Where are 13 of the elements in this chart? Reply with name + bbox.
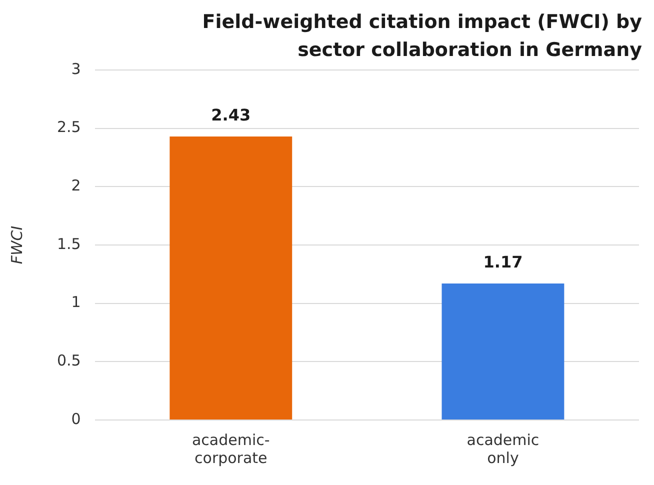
y-tick-label: 2 [71,176,81,195]
y-tick-label: 0 [71,410,81,428]
y-tick-label: 1 [71,293,81,312]
y-tick-label: 0.5 [56,352,81,370]
y-axis-title: FWCI [8,225,26,264]
data-label: 2.43 [211,106,251,125]
chart-title: Field-weighted citation impact (FWCI) by sector collaboration in Germany [201,10,642,63]
x-tick-label: academic-corporate [192,430,270,467]
x-tick-label: academic only [466,430,540,467]
data-label: 1.17 [483,252,523,272]
y-tick-label: 3 [71,60,81,78]
y-tick-label: 1.5 [56,234,81,253]
y-tick-label: 2.5 [56,118,81,136]
